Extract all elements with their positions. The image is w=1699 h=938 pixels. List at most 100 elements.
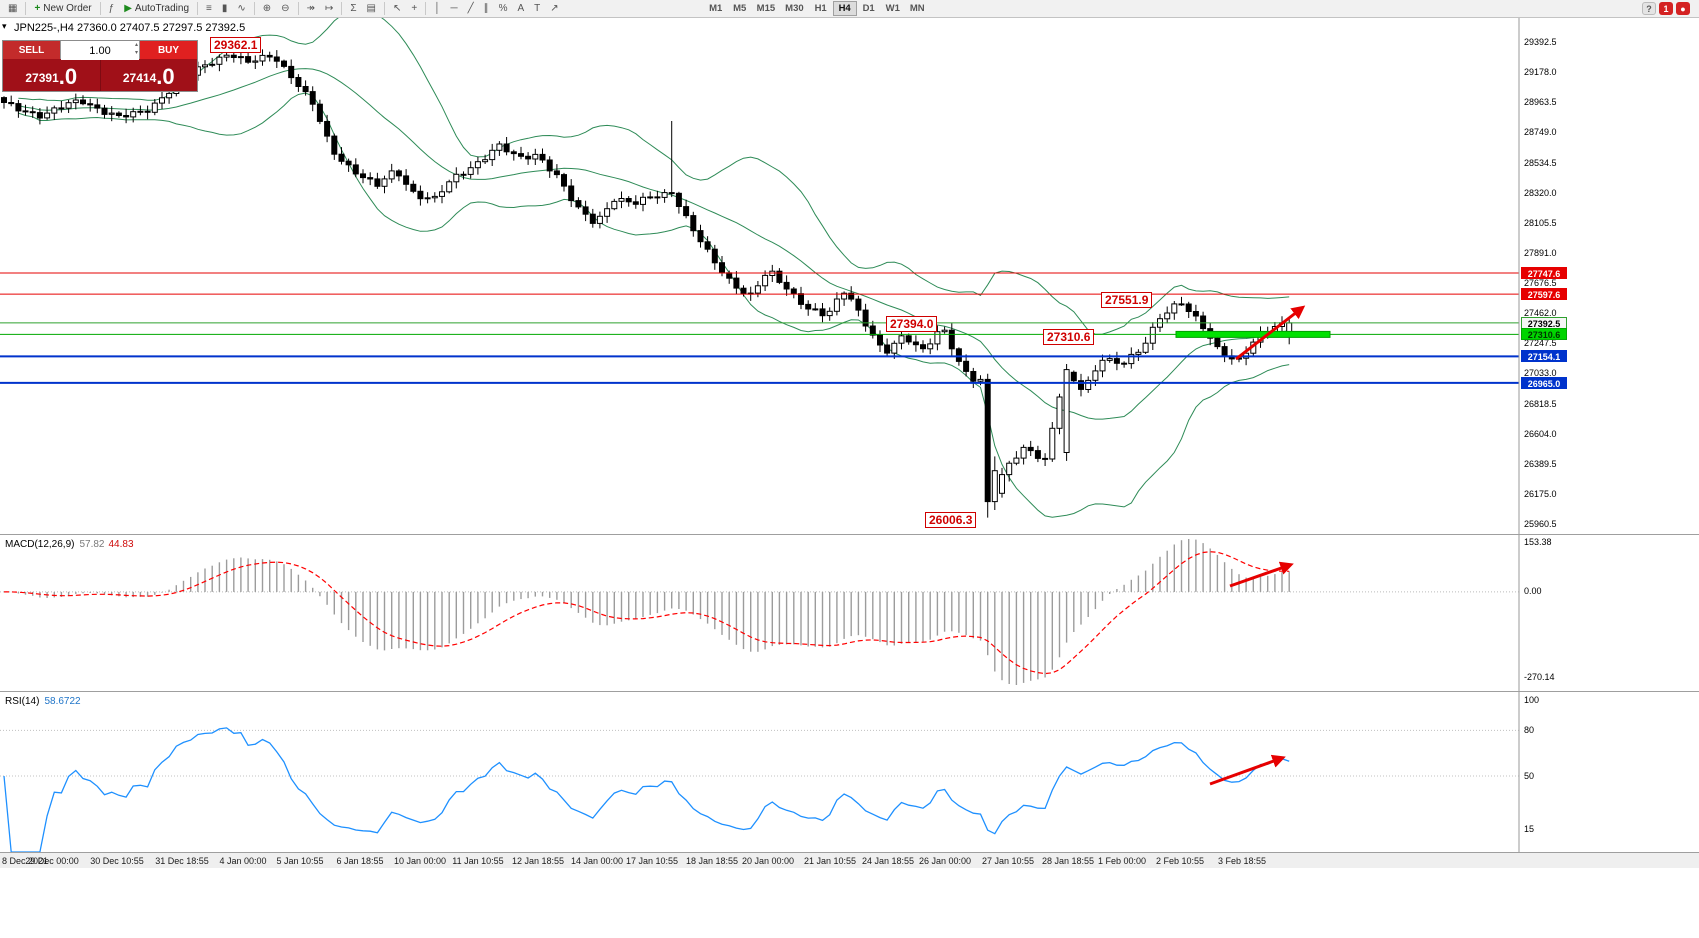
new-order-button[interactable]: + New Order <box>29 1 96 17</box>
fibonacci-icon-icon: % <box>498 2 508 14</box>
indicators-icon[interactable]: Σ <box>345 1 361 17</box>
panel-divider[interactable] <box>0 691 1699 692</box>
horizontal-line-icon[interactable]: ─ <box>445 1 462 17</box>
main-chart[interactable] <box>0 18 1699 534</box>
buy-price[interactable]: 27414.0 <box>100 59 197 91</box>
channel-icon[interactable]: ∥ <box>479 1 494 17</box>
rsi-name: RSI(14) <box>5 696 40 707</box>
macd-histogram <box>10 539 1290 685</box>
label-icon-icon: T <box>534 2 541 14</box>
volume-stepper[interactable]: ▴ ▾ <box>60 41 140 60</box>
timeframe-w1[interactable]: W1 <box>885 3 900 14</box>
candlestick-chart-icon[interactable]: ▮ <box>217 1 233 17</box>
text-icon-icon: A <box>517 2 525 14</box>
sell-price-int: 27391 <box>25 71 59 85</box>
timeframe-mn[interactable]: MN <box>909 3 925 14</box>
macd-name: MACD(12,26,9) <box>5 539 75 550</box>
time-axis-label: 24 Jan 18:55 <box>861 856 915 866</box>
auto-scroll-icon-icon: ↠ <box>306 2 315 14</box>
time-axis-label: 8 Dec 2021 <box>2 856 49 866</box>
chart-shift-icon[interactable]: ↦ <box>320 1 338 17</box>
time-axis-label: 20 Jan 00:00 <box>741 856 795 866</box>
macd-panel[interactable] <box>0 535 1699 691</box>
cursor-icon-icon: ↖ <box>392 2 402 14</box>
new-order-icon: + <box>34 2 41 14</box>
autotrading-button-label: AutoTrading <box>134 3 190 14</box>
help-icon[interactable]: ? <box>1642 2 1656 15</box>
cursor-icon[interactable]: ↖ <box>388 1 406 17</box>
toolbar-separator <box>25 2 27 15</box>
support-zone-rectangle[interactable] <box>1175 330 1331 338</box>
templates-icon[interactable]: ▤ <box>362 1 381 17</box>
rsi-line <box>3 727 1290 852</box>
zoom-in-icon[interactable]: ⊕ <box>258 1 276 17</box>
crosshair-icon-icon: + <box>411 2 418 14</box>
bar-chart-icon-icon: ≡ <box>206 2 212 14</box>
buy-button[interactable]: BUY <box>140 41 197 59</box>
label-icon[interactable]: T <box>529 1 545 17</box>
rsi-panel[interactable] <box>0 692 1699 852</box>
indicators-icon-icon: Σ <box>350 2 357 14</box>
time-axis-label: 31 Dec 18:55 <box>155 856 209 866</box>
line-chart-icon[interactable]: ∿ <box>232 1 250 17</box>
templates-icon-icon: ▤ <box>366 2 376 14</box>
sell-price-pip: .0 <box>58 64 78 89</box>
connection-badge[interactable]: ● <box>1676 2 1690 15</box>
panel-divider[interactable] <box>0 534 1699 535</box>
crosshair-icon[interactable]: + <box>406 1 422 17</box>
macd-trend-arrow[interactable] <box>1229 561 1294 588</box>
time-axis-label: 18 Jan 18:55 <box>685 856 739 866</box>
volume-up-icon[interactable]: ▴ <box>134 42 138 48</box>
zoom-out-icon[interactable]: ⊖ <box>276 1 294 17</box>
volume-down-icon[interactable]: ▾ <box>134 50 138 56</box>
time-axis-label: 21 Jan 10:55 <box>803 856 857 866</box>
timeframe-toolbar: M1 M5 M15 M30 H1 H4 D1 W1 MN <box>704 1 930 16</box>
arrows-icon[interactable]: ↗ <box>545 1 563 17</box>
expert-advisors-icon[interactable]: ƒ <box>104 1 120 17</box>
fibonacci-icon[interactable]: % <box>494 1 513 17</box>
time-axis-label: 6 Jan 18:55 <box>336 856 384 866</box>
candlestick-series <box>1 46 1293 518</box>
sell-button[interactable]: SELL <box>3 41 60 59</box>
rsi-trend-arrow[interactable] <box>1209 754 1286 786</box>
buy-price-int: 27414 <box>122 71 157 85</box>
toolbar-separator <box>253 2 255 15</box>
vertical-line-icon-icon: │ <box>434 2 441 14</box>
one-click-toggle-icon[interactable]: ▾ <box>2 21 7 31</box>
chart-shift-icon-icon: ↦ <box>324 2 334 14</box>
trend-arrow[interactable] <box>1235 305 1306 361</box>
timeframe-m30[interactable]: M30 <box>785 3 804 14</box>
time-axis[interactable]: 8 Dec 2021 29 Dec 00:00 30 Dec 10:55 31 Dec… <box>0 852 1699 868</box>
macd-label: MACD(12,26,9) 57.82 44.83 <box>5 539 134 550</box>
timeframe-h4[interactable]: H4 <box>832 1 857 16</box>
timeframe-m15[interactable]: M15 <box>756 3 776 14</box>
time-axis-label: 2 Feb 10:55 <box>1155 856 1205 866</box>
timeframe-m1[interactable]: M1 <box>709 3 723 14</box>
text-icon[interactable]: A <box>513 1 530 17</box>
timeframe-h1[interactable]: H1 <box>814 3 827 14</box>
auto-scroll-icon[interactable]: ↠ <box>302 1 320 17</box>
zoom-out-icon-icon: ⊖ <box>281 2 290 14</box>
bar-chart-icon[interactable]: ≡ <box>201 1 217 17</box>
notifications-badge[interactable]: 1 <box>1659 2 1673 15</box>
toolbar-separator <box>297 2 299 15</box>
toolbar-right-icons: ? 1 ● <box>1642 2 1690 15</box>
time-axis-label: 5 Jan 10:55 <box>276 856 324 866</box>
time-axis-label: 29 Dec 00:00 <box>25 856 79 866</box>
time-axis-label: 3 Feb 18:55 <box>1217 856 1267 866</box>
time-axis-label: 12 Jan 18:55 <box>511 856 565 866</box>
trendline-icon[interactable]: ╱ <box>463 1 479 17</box>
autotrading-button[interactable]: ▶ AutoTrading <box>119 1 194 17</box>
timeframe-d1[interactable]: D1 <box>862 3 875 14</box>
timeframe-m5[interactable]: M5 <box>733 3 747 14</box>
vertical-line-icon[interactable]: │ <box>429 1 445 17</box>
time-axis-label: 11 Jan 10:55 <box>452 856 504 866</box>
volume-input[interactable] <box>61 42 139 60</box>
bollinger-mid <box>18 68 1290 420</box>
charts-icon[interactable]: ▦ <box>3 1 22 17</box>
sell-price[interactable]: 27391.0 <box>3 59 100 91</box>
time-axis-label: 10 Jan 00:00 <box>393 856 447 866</box>
autotrading-icon: ▶ <box>124 2 132 14</box>
price-axis[interactable] <box>1519 18 1569 852</box>
toolbar: ▦ + New Order ƒ ▶ AutoTrading ≡ ▮ ∿ ⊕ ⊖ ↠ ↦ Σ ▤ ↖ + │ ─ ╱ ∥%… <box>0 0 1699 18</box>
